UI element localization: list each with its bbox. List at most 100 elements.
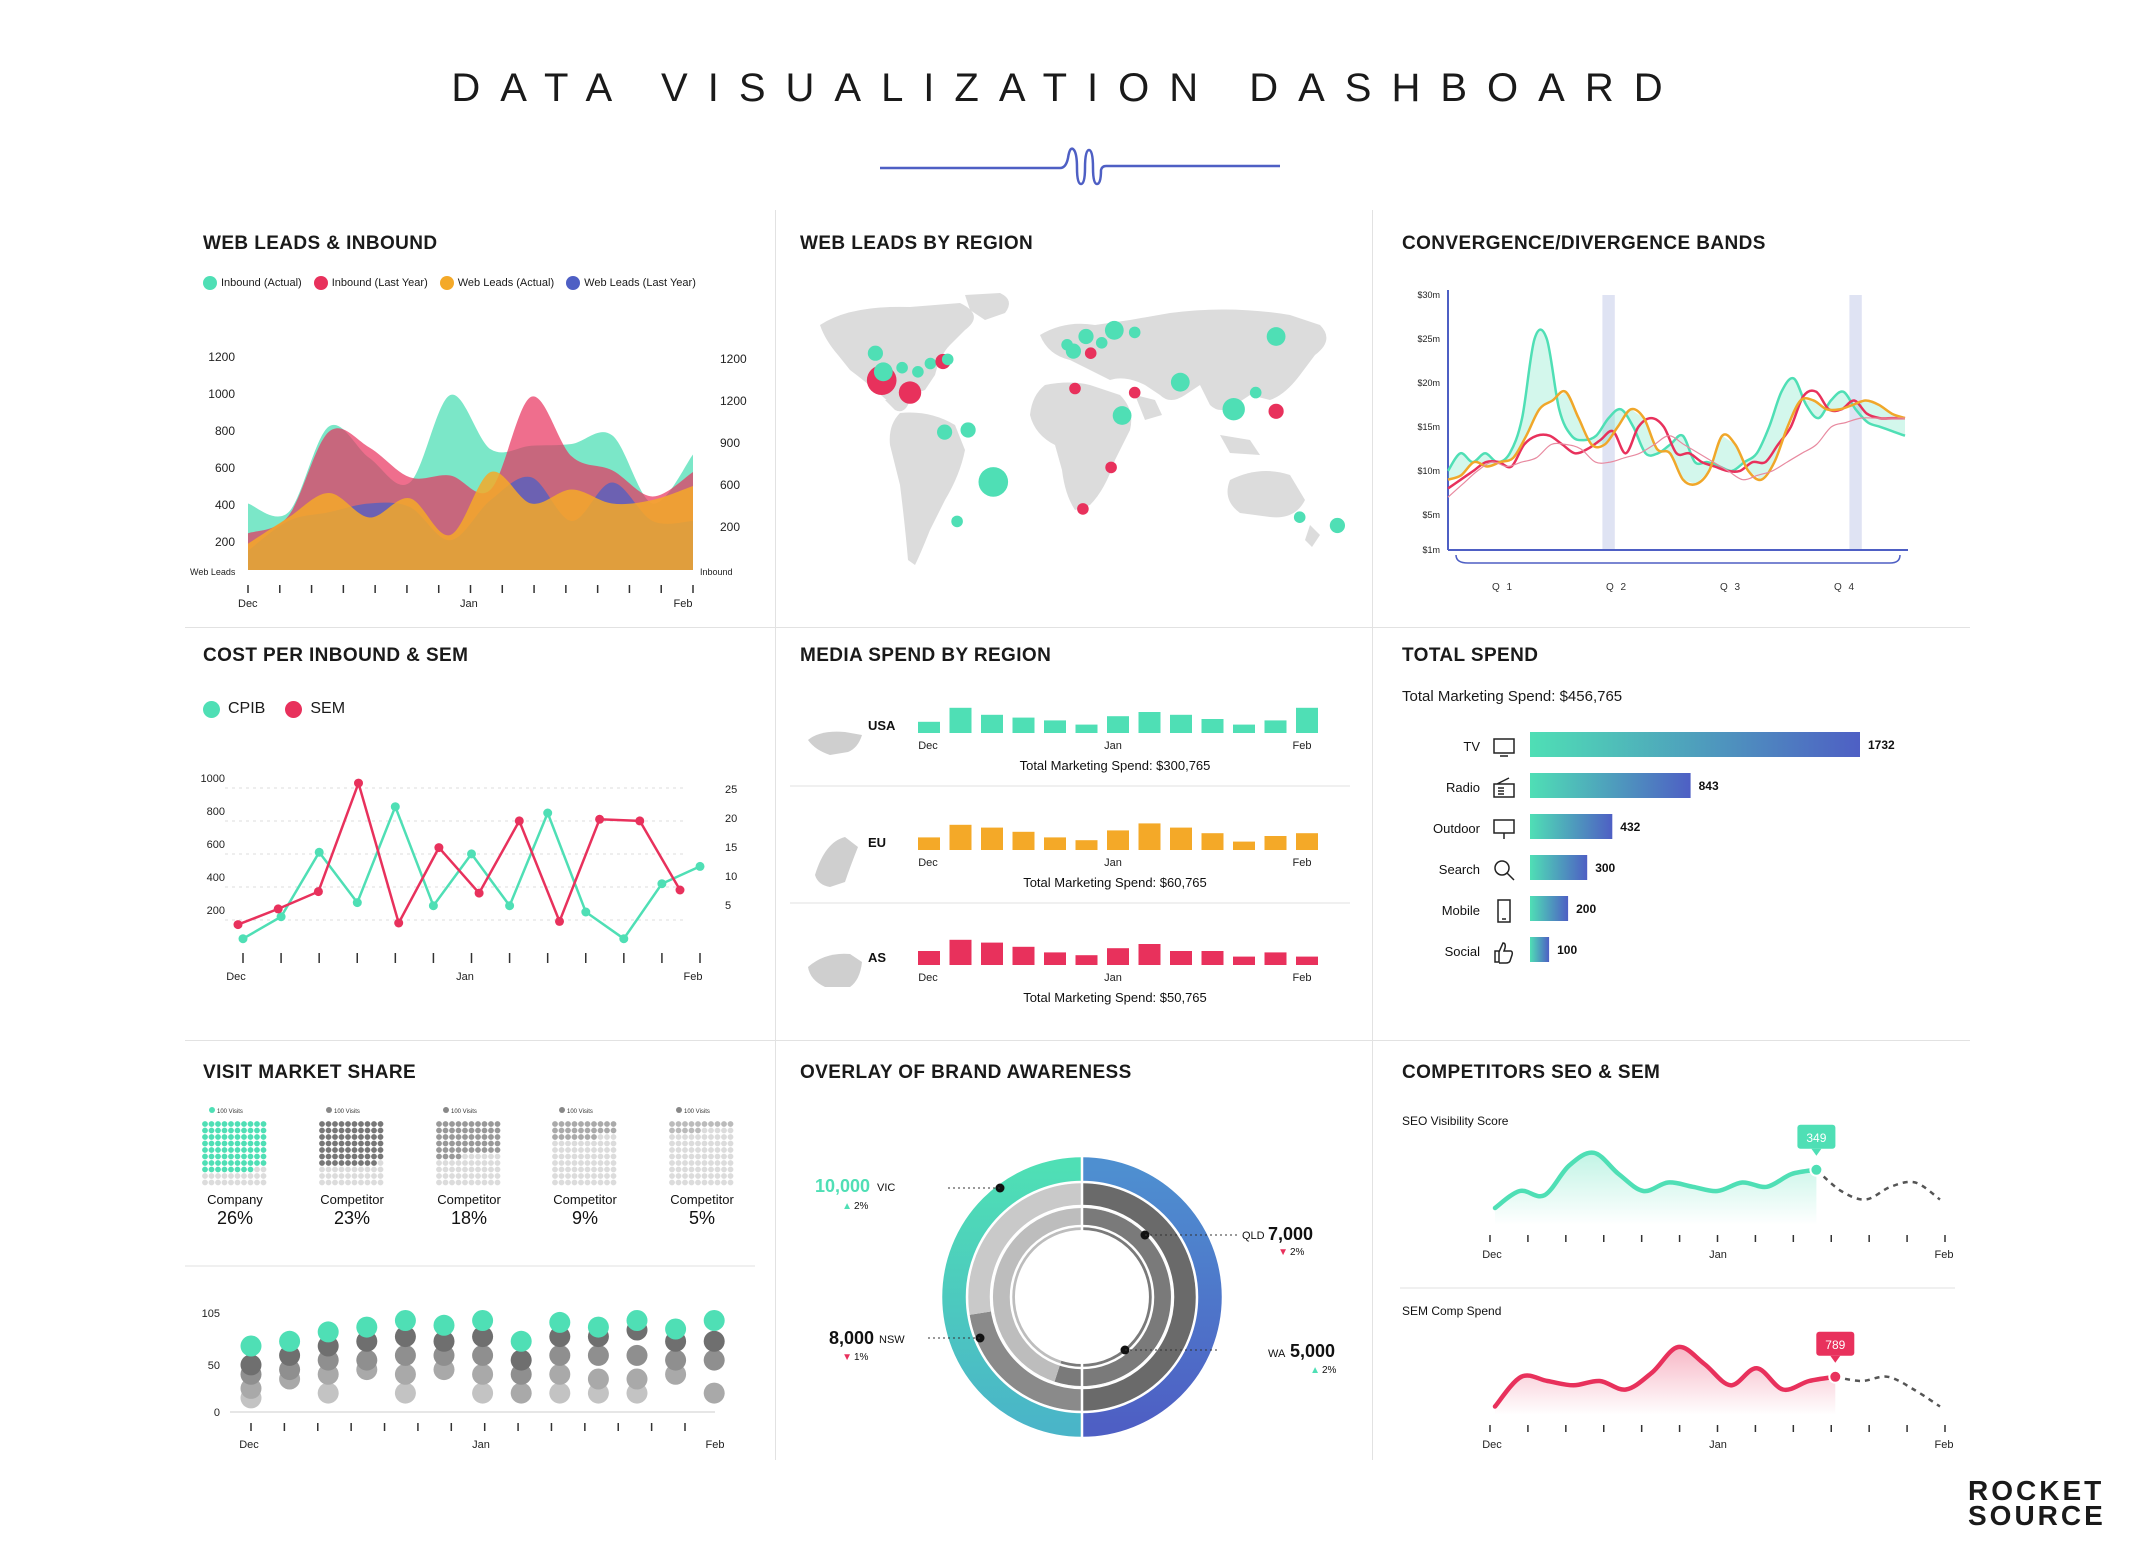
waffle-dot <box>208 1140 215 1147</box>
waffle-dot <box>332 1160 338 1166</box>
bar-value: 1732 <box>1868 738 1895 752</box>
waffle-dot <box>351 1166 358 1173</box>
y-tick-label: $15m <box>1417 422 1440 432</box>
waffle-dot <box>325 1160 332 1166</box>
waffle-dot <box>552 1147 558 1153</box>
waffle-dot <box>325 1147 332 1153</box>
trend-icon: ▲ <box>1310 1365 1320 1376</box>
waffle-dot <box>578 1166 584 1173</box>
waffle-dot <box>714 1153 721 1160</box>
waffle-dot <box>481 1127 488 1134</box>
bar <box>1233 841 1255 850</box>
waffle-dot <box>202 1134 208 1140</box>
bar <box>1264 836 1287 850</box>
y-tick-right: 200 <box>720 520 740 534</box>
category-label: Radio <box>1446 780 1480 795</box>
waffle-dot <box>319 1160 325 1166</box>
panel-title-cost: COST PER INBOUND & SEM <box>203 645 469 666</box>
bar-value: 100 <box>1557 943 1577 957</box>
social-icon <box>1494 942 1514 964</box>
bubble <box>394 1363 416 1385</box>
data-point <box>555 916 564 926</box>
waffle-dot <box>358 1153 364 1160</box>
x-tick-label: Dec <box>918 740 938 752</box>
waffle-dot <box>241 1121 247 1127</box>
group-percent: 26% <box>217 1208 253 1228</box>
waffle-dot <box>721 1140 727 1147</box>
search-icon <box>1494 860 1515 881</box>
waffle-dot <box>565 1134 571 1140</box>
bubble <box>317 1321 339 1343</box>
waffle-dot <box>202 1127 208 1134</box>
y-tick-right: 20 <box>725 813 737 825</box>
waffle-dot <box>591 1179 597 1186</box>
waffle-dot <box>202 1147 208 1153</box>
waffle-dot <box>675 1153 682 1160</box>
waffle-dot <box>377 1160 384 1166</box>
bar <box>1530 814 1613 839</box>
waffle-dot <box>455 1140 462 1147</box>
waffle-dot <box>688 1140 695 1147</box>
bubble <box>587 1368 609 1390</box>
waffle-dot <box>371 1173 377 1179</box>
bubble <box>626 1310 648 1331</box>
waffle-dot <box>669 1127 675 1134</box>
waffle-dot <box>377 1153 384 1160</box>
waffle-dot <box>345 1147 351 1153</box>
waffle-dot <box>597 1160 604 1166</box>
waffle-dot <box>436 1153 442 1160</box>
waffle-dot <box>377 1173 384 1179</box>
waffle-dot <box>215 1166 221 1173</box>
waffle-dot <box>371 1166 377 1173</box>
bar <box>1530 773 1691 798</box>
waffle-dot <box>597 1147 604 1153</box>
waffle-dot <box>332 1140 338 1147</box>
waffle-dot <box>701 1160 708 1166</box>
waffle-dot <box>688 1153 695 1160</box>
unit-dot <box>676 1107 682 1113</box>
bubble <box>703 1310 725 1331</box>
bubble <box>472 1326 494 1348</box>
category-label: TV <box>1463 739 1480 754</box>
icon-path <box>1494 860 1515 881</box>
waffle-dot <box>682 1160 688 1166</box>
waffle-dot <box>669 1153 675 1160</box>
waffle-dot <box>610 1134 617 1140</box>
data-point <box>314 847 324 857</box>
legend-item: Web Leads (Last Year) <box>566 276 696 290</box>
waffle-dot <box>228 1153 234 1160</box>
waffle-dot <box>714 1147 721 1153</box>
map-point <box>1128 326 1141 339</box>
waffle-dot <box>345 1140 351 1147</box>
y-tick-label: 0 <box>214 1407 220 1419</box>
waffle-dot <box>701 1127 708 1134</box>
group-name: Competitor <box>553 1192 617 1207</box>
map-point <box>937 424 953 440</box>
legend-dot <box>313 276 328 290</box>
ring-outer-left <box>941 1156 1083 1438</box>
legend-label: CPIB <box>228 700 266 717</box>
bar <box>1530 896 1569 921</box>
waffle-dot <box>345 1173 351 1179</box>
waffle-dot <box>727 1153 734 1160</box>
waffle-dot <box>571 1173 578 1179</box>
waffle-dot <box>488 1173 494 1179</box>
waffle-dot <box>254 1134 260 1140</box>
waffle-dot <box>215 1160 221 1166</box>
waffle-dot <box>558 1134 565 1140</box>
waffle-dot <box>221 1121 228 1127</box>
y-tick-left: 800 <box>207 806 225 818</box>
map-point <box>941 353 954 366</box>
callout-change: 1% <box>854 1352 869 1363</box>
bar <box>1201 719 1224 733</box>
waffle-dot <box>701 1121 708 1127</box>
panel-title-competitors: COMPETITORS SEO & SEM <box>1402 1062 1661 1083</box>
waffle-dot <box>442 1147 449 1153</box>
bubble <box>703 1330 725 1352</box>
waffle-dot <box>436 1147 442 1153</box>
waffle-dot <box>708 1179 714 1186</box>
category-label: Outdoor <box>1433 821 1481 836</box>
panel-title-brand: OVERLAY OF BRAND AWARENESS <box>800 1062 1132 1083</box>
waffle-dot <box>488 1121 494 1127</box>
waffle-dot <box>260 1166 267 1173</box>
